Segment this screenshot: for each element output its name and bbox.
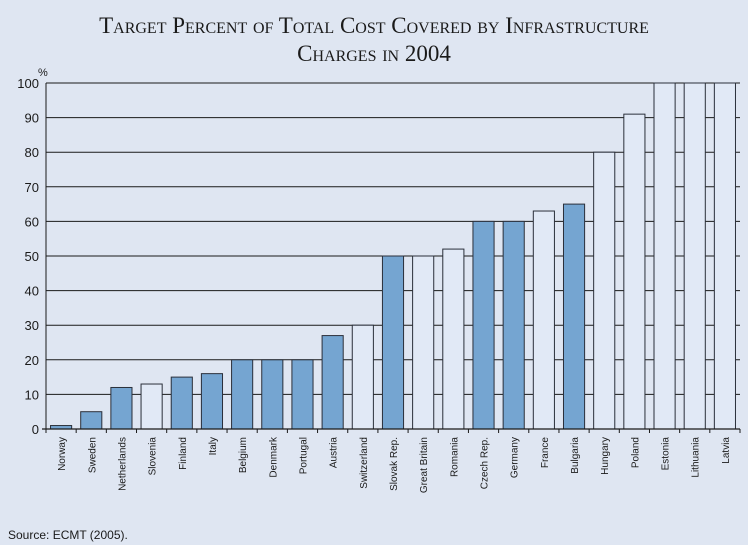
bar-finland [170, 376, 193, 430]
x-category-label: Sweden [87, 437, 98, 473]
bar-lithuania [683, 82, 706, 430]
x-category-label: Belgium [238, 437, 249, 473]
x-category-label: Denmark [268, 436, 279, 478]
bar-slovak-rep [381, 255, 405, 430]
x-category-label: Norway [57, 437, 68, 471]
bar-great-britain [412, 255, 435, 430]
x-category-label: Netherlands [117, 437, 128, 491]
x-category-label: Finland [178, 437, 189, 470]
bar-france [532, 210, 555, 430]
x-category-label: Bulgaria [570, 437, 581, 474]
y-tick-label: 10 [25, 387, 39, 402]
x-category-label: Slovenia [148, 437, 159, 476]
x-category-label: Slovak Rep. [389, 437, 400, 491]
x-category-label: Estonia [661, 437, 672, 471]
x-category-label: Latvia [721, 437, 732, 464]
chart-title-line-1: Target Percent of Total Cost Covered by … [99, 13, 649, 38]
x-category-label: Czech Rep. [480, 437, 491, 489]
axis-layer: 0 10 20 30 40 50 60 70 80 90 100 Norway Sweden Nether… [17, 76, 741, 493]
x-category-label: France [540, 437, 551, 469]
bar-belgium [231, 359, 254, 430]
x-category-label: Austria [329, 437, 340, 469]
bar-sweden [80, 411, 103, 430]
x-category-label: Lithuania [691, 437, 702, 478]
x-category-label: Switzerland [359, 437, 370, 489]
y-axis-unit-label: % [38, 67, 48, 79]
x-category-label: Italy [208, 437, 219, 455]
bar-slovenia [140, 383, 163, 430]
y-tick-label: 30 [25, 318, 39, 333]
bar-austria [321, 335, 344, 430]
bar-romania [442, 248, 465, 430]
bar-bulgaria [562, 203, 586, 430]
y-tick-label: 20 [25, 353, 39, 368]
bar-layer [50, 82, 736, 430]
x-category-label: Germany [510, 437, 521, 478]
source-note: Source: ECMT (2005). [8, 528, 128, 542]
y-tick-label: 90 [25, 111, 39, 126]
x-category-label: Poland [630, 437, 641, 468]
bar-denmark [261, 359, 284, 430]
x-category-label: Romania [449, 437, 460, 477]
bar-poland [623, 113, 646, 430]
x-category-label: Hungary [600, 437, 611, 475]
chart-title: Target Percent of Total Cost Covered by … [0, 12, 748, 68]
bar-estonia [653, 82, 676, 430]
bar-netherlands [110, 386, 133, 430]
bar-latvia [713, 82, 736, 430]
bar-switzerland [351, 324, 374, 430]
y-tick-label: 80 [25, 145, 39, 160]
y-tick-label: 0 [32, 422, 39, 437]
chart-title-line-2: Charges in 2004 [297, 41, 451, 66]
bar-hungary [593, 151, 616, 430]
bar-portugal [291, 359, 314, 430]
bar-germany [502, 220, 525, 430]
x-category-label: Portugal [298, 437, 309, 474]
y-tick-label: 100 [17, 76, 39, 91]
bar-italy [200, 373, 224, 430]
y-tick-label: 40 [25, 284, 39, 299]
y-tick-label: 60 [25, 214, 39, 229]
y-tick-label: 70 [25, 180, 39, 195]
x-category-label: Great Britain [419, 437, 430, 493]
bar-czech-rep [472, 220, 495, 430]
y-tick-label: 50 [25, 249, 39, 264]
